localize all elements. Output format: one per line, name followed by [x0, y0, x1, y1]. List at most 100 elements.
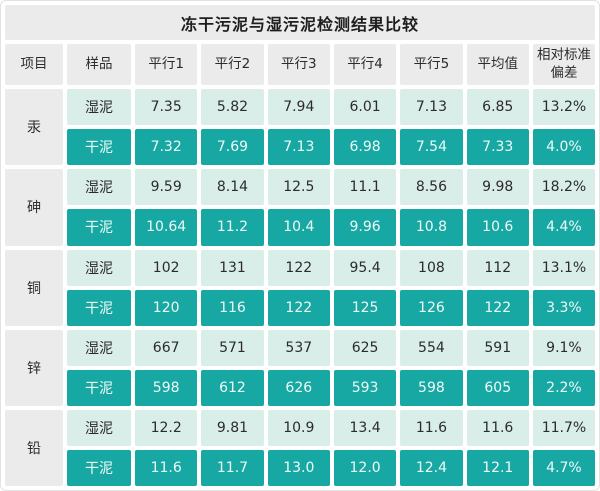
value-cell: 8.56 [400, 169, 463, 206]
value-cell: 9.59 [135, 169, 198, 206]
value-cell: 116 [201, 289, 264, 326]
sample-cell: 湿泥 [67, 89, 131, 126]
item-cell-zinc: 锌 [5, 329, 63, 406]
value-cell: 6.01 [333, 89, 397, 126]
item-cell-copper: 铜 [5, 249, 63, 326]
value-cell: 6.98 [333, 129, 397, 166]
value-cell: 131 [201, 249, 264, 286]
value-cell: 11.6 [466, 409, 529, 446]
item-cell-arsenic: 砷 [5, 169, 63, 246]
column-header-parallel-3: 平行3 [267, 44, 330, 86]
value-cell: 591 [466, 329, 529, 366]
value-cell: 122 [466, 289, 529, 326]
sample-cell: 湿泥 [67, 329, 131, 366]
column-header-item: 项目 [5, 44, 63, 86]
value-cell: 667 [135, 329, 198, 366]
value-cell: 11.6 [135, 449, 198, 486]
table-row: 干泥 7.32 7.69 7.13 6.98 7.54 7.33 4.0% [5, 129, 595, 166]
value-cell: 537 [267, 329, 330, 366]
value-cell: 6.85 [466, 89, 529, 126]
value-cell: 12.2 [135, 409, 198, 446]
table-row: 铜 湿泥 102 131 122 95.4 108 112 13.1% [5, 249, 595, 326]
value-cell: 9.96 [333, 209, 397, 246]
column-header-parallel-1: 平行1 [135, 44, 198, 86]
value-cell: 12.5 [267, 169, 330, 206]
value-cell: 7.35 [135, 89, 198, 126]
value-cell: 3.3% [532, 289, 595, 326]
value-cell: 4.0% [532, 129, 595, 166]
value-cell: 612 [201, 369, 264, 406]
sample-cell: 干泥 [67, 369, 131, 406]
value-cell: 112 [466, 249, 529, 286]
value-cell: 593 [333, 369, 397, 406]
value-cell: 12.1 [466, 449, 529, 486]
value-cell: 598 [400, 369, 463, 406]
sample-cell: 干泥 [67, 289, 131, 326]
value-cell: 10.8 [400, 209, 463, 246]
column-header-mean: 平均值 [466, 44, 529, 86]
value-cell: 7.32 [135, 129, 198, 166]
value-cell: 626 [267, 369, 330, 406]
value-cell: 9.81 [201, 409, 264, 446]
value-cell: 11.6 [400, 409, 463, 446]
value-cell: 4.7% [532, 449, 595, 486]
column-header-rsd: 相对标准偏差 [532, 44, 595, 86]
value-cell: 7.13 [400, 89, 463, 126]
value-cell: 10.6 [466, 209, 529, 246]
value-cell: 95.4 [333, 249, 397, 286]
value-cell: 625 [333, 329, 397, 366]
value-cell: 12.4 [400, 449, 463, 486]
table-row: 干泥 10.64 11.2 10.4 9.96 10.8 10.6 4.4% [5, 209, 595, 246]
table-row: 干泥 598 612 626 593 598 605 2.2% [5, 369, 595, 406]
column-header-parallel-4: 平行4 [333, 44, 397, 86]
value-cell: 120 [135, 289, 198, 326]
value-cell: 7.54 [400, 129, 463, 166]
column-header-parallel-2: 平行2 [201, 44, 264, 86]
value-cell: 126 [400, 289, 463, 326]
column-header-sample: 样品 [67, 44, 131, 86]
value-cell: 7.94 [267, 89, 330, 126]
value-cell: 122 [267, 289, 330, 326]
value-cell: 605 [466, 369, 529, 406]
value-cell: 10.64 [135, 209, 198, 246]
table-row: 砷 湿泥 9.59 8.14 12.5 11.1 8.56 9.98 18.2% [5, 169, 595, 246]
sample-cell: 干泥 [67, 129, 131, 166]
table-row: 锌 湿泥 667 571 537 625 554 591 9.1% [5, 329, 595, 406]
item-cell-lead: 铅 [5, 409, 63, 486]
value-cell: 4.4% [532, 209, 595, 246]
value-cell: 598 [135, 369, 198, 406]
column-header-parallel-5: 平行5 [400, 44, 463, 86]
value-cell: 12.0 [333, 449, 397, 486]
sample-cell: 湿泥 [67, 249, 131, 286]
table-row: 铅 湿泥 12.2 9.81 10.9 13.4 11.6 11.6 11.7% [5, 409, 595, 486]
item-cell-mercury: 汞 [5, 89, 63, 166]
value-cell: 2.2% [532, 369, 595, 406]
value-cell: 10.9 [267, 409, 330, 446]
table-row: 干泥 120 116 122 125 126 122 3.3% [5, 289, 595, 326]
sample-cell: 干泥 [67, 209, 131, 246]
value-cell: 7.13 [267, 129, 330, 166]
value-cell: 18.2% [532, 169, 595, 206]
value-cell: 571 [201, 329, 264, 366]
sample-cell: 干泥 [67, 449, 131, 486]
value-cell: 7.69 [201, 129, 264, 166]
value-cell: 5.82 [201, 89, 264, 126]
value-cell: 11.7 [201, 449, 264, 486]
sample-cell: 湿泥 [67, 409, 131, 446]
value-cell: 13.0 [267, 449, 330, 486]
value-cell: 11.2 [201, 209, 264, 246]
table-row: 干泥 11.6 11.7 13.0 12.0 12.4 12.1 4.7% [5, 449, 595, 486]
table-title: 冻干污泥与湿污泥检测结果比较 [5, 5, 595, 41]
value-cell: 8.14 [201, 169, 264, 206]
value-cell: 10.4 [267, 209, 330, 246]
value-cell: 13.2% [532, 89, 595, 126]
value-cell: 13.4 [333, 409, 397, 446]
value-cell: 108 [400, 249, 463, 286]
value-cell: 554 [400, 329, 463, 366]
value-cell: 9.98 [466, 169, 529, 206]
value-cell: 9.1% [532, 329, 595, 366]
table-row: 汞 湿泥 7.35 5.82 7.94 6.01 7.13 6.85 13.2% [5, 89, 595, 166]
sample-cell: 湿泥 [67, 169, 131, 206]
